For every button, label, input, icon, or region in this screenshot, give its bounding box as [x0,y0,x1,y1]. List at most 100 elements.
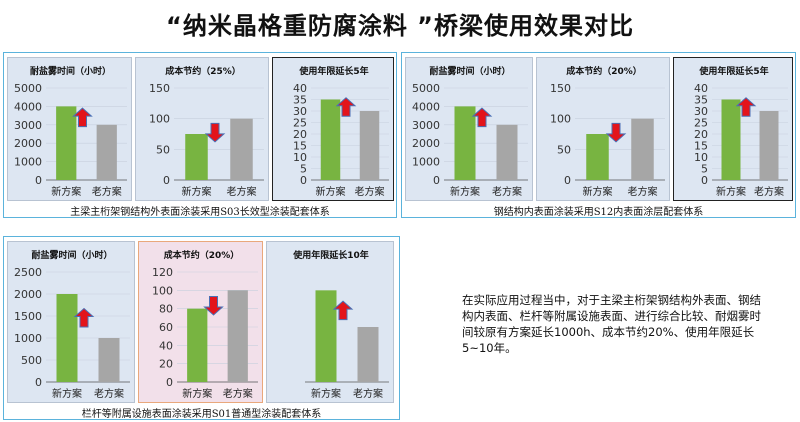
y-tick-label: 5 [300,163,307,176]
y-tick-label: 1000 [14,332,42,345]
y-tick-label: 30 [694,105,708,118]
chart-title: 使用年限延长10年 [292,249,369,261]
bar-chart-svg: 成本节约（20%） 0 20 40 60 80 100 120 新方案 老方案 [152,249,258,400]
y-tick-label: 2500 [14,266,42,279]
bar-new-scheme [56,294,78,382]
y-tick-label: 20 [293,128,307,141]
y-tick-label: 20 [159,358,173,371]
x-category-label: 新方案 [51,185,81,198]
group-caption: 栏杆等附属设施表面涂装采用S01普通型涂装配套体系 [81,409,322,420]
bar-new-scheme [586,134,609,180]
chart-salt-spray: 耐盐雾时间（小时） 0 1000 2000 3000 4000 5000 新方案 老方案 [7,57,132,201]
bar-new-scheme [721,99,741,180]
y-tick-label: 5000 [14,82,42,95]
y-tick-label: 5 [701,163,708,176]
bar-old-scheme [357,327,379,382]
bar-old-scheme [98,338,120,382]
y-tick-label: 10 [293,151,307,164]
y-tick-label: 50 [156,143,170,156]
x-category-label: 老方案 [353,387,383,400]
y-tick-label: 50 [557,143,571,156]
arrow-up-icon [471,107,493,128]
y-tick-label: 40 [159,339,173,352]
arrow-down-icon [605,122,627,143]
x-category-label: 新方案 [450,185,480,198]
chart-group-main-truss: 耐盐雾时间（小时） 0 1000 2000 3000 4000 5000 新方案 老方案 成本节… [3,52,397,218]
y-tick-label: 35 [694,94,708,107]
bar-chart-svg: 耐盐雾时间（小时） 0 1000 2000 3000 4000 5000 新方案 老方案 [412,65,528,198]
chart-title: 成本节约（20%） [164,249,240,261]
arrow-up-icon [332,300,354,321]
y-tick-label: 1000 [412,156,440,169]
x-category-label: 新方案 [182,185,212,198]
chart-title: 耐盐雾时间（小时） [429,65,510,77]
x-category-label: 新方案 [583,185,613,198]
chart-group-inner-surface: 耐盐雾时间（小时） 0 1000 2000 3000 4000 5000 新方案 老方案 成本节… [401,52,796,218]
bar-old-scheme [359,111,380,180]
y-tick-label: 100 [149,113,170,126]
y-tick-label: 3000 [412,119,440,132]
bar-old-scheme [227,290,248,382]
x-category-label: 新方案 [182,387,212,400]
x-category-label: 新方案 [716,185,746,198]
arrow-down-icon [203,296,224,316]
y-tick-label: 150 [550,82,571,95]
page-title: “纳米晶格重防腐涂料 ”桥梁使用效果对比 [166,12,634,40]
chart-cost-saving: 成本节约（25%） 0 50 100 150 新方案 老方案 [135,57,269,201]
bar-chart-svg: 成本节约（25%） 0 50 100 150 新方案 老方案 [149,65,264,198]
y-tick-label: 120 [152,266,173,279]
bar-old-scheme [96,124,117,180]
summary-note: 在实际应用过程当中，对于主梁主桁架钢结构外表面、钢结构内表面、栏杆等附属设施表面… [462,293,761,355]
x-category-label: 老方案 [628,185,658,198]
chart-service-life: 使用年限延长5年 0 5 10 15 20 25 30 35 40 新方案 老方案 [673,57,793,201]
y-tick-label: 150 [149,82,170,95]
x-category-label: 新方案 [316,185,346,198]
x-category-label: 新方案 [52,387,82,400]
y-tick-label: 15 [694,140,708,153]
y-tick-label: 15 [293,140,307,153]
bar-old-scheme [759,111,779,180]
arrow-up-icon [335,97,357,117]
arrow-up-icon [735,97,757,117]
y-tick-label: 500 [21,354,42,367]
bar-new-scheme [454,106,476,180]
x-category-label: 老方案 [355,185,385,198]
bar-old-scheme [230,118,253,180]
y-tick-label: 1000 [14,156,42,169]
bar-new-scheme [315,290,337,382]
chart-salt-spray: 耐盐雾时间（小时） 0 500 1000 1500 2000 2500 新方案 老方案 [7,241,135,403]
chart-service-life: 使用年限延长10年 新方案 老方案 [266,241,394,403]
y-tick-label: 100 [152,284,173,297]
y-tick-label: 2000 [412,137,440,150]
y-tick-label: 0 [163,174,170,187]
group-caption: 钢结构内表面涂装采用S12内表面涂层配套体系 [493,207,704,218]
y-tick-label: 0 [300,174,307,187]
bar-old-scheme [631,118,654,180]
bar-old-scheme [496,124,518,180]
x-category-label: 老方案 [492,185,522,198]
y-tick-label: 0 [564,174,571,187]
y-tick-label: 40 [694,82,708,95]
arrow-down-icon [204,122,226,143]
chart-title: 成本节约（20%） [566,65,642,77]
bar-new-scheme [187,308,208,382]
y-tick-label: 2000 [14,137,42,150]
y-tick-label: 0 [701,174,708,187]
y-tick-label: 2000 [14,288,42,301]
y-tick-label: 0 [433,174,440,187]
y-tick-label: 4000 [14,100,42,113]
y-tick-label: 80 [159,303,173,316]
x-category-label: 老方案 [227,185,257,198]
x-category-label: 老方案 [754,185,784,198]
y-tick-label: 35 [293,94,307,107]
y-tick-label: 60 [159,321,173,334]
bar-new-scheme [185,134,208,180]
bar-chart-svg: 耐盐雾时间（小时） 0 1000 2000 3000 4000 5000 新方案 老方案 [14,65,127,198]
x-category-label: 老方案 [94,387,124,400]
bar-new-scheme [56,106,77,180]
arrow-up-icon [72,107,93,128]
bar-new-scheme [320,99,341,180]
